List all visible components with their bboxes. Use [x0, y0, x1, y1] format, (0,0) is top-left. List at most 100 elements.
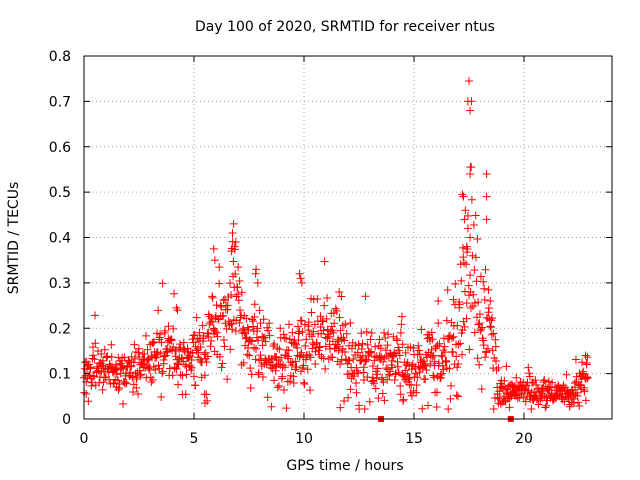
- data-point: [353, 348, 362, 357]
- data-point: [332, 306, 341, 315]
- data-point: [570, 399, 579, 408]
- data-point: [319, 326, 328, 335]
- data-point: [491, 342, 500, 351]
- data-point: [127, 352, 136, 361]
- data-point: [117, 359, 126, 368]
- grid-lines: [84, 56, 612, 419]
- data-point: [357, 356, 366, 365]
- data-point: [404, 375, 413, 384]
- data-point: [522, 381, 531, 390]
- data-point: [384, 330, 393, 339]
- data-point: [179, 338, 188, 347]
- data-point: [245, 351, 254, 360]
- data-point: [352, 388, 361, 397]
- y-tick-label: 0: [62, 412, 71, 428]
- data-point: [560, 397, 569, 406]
- data-point: [154, 361, 163, 370]
- data-point: [320, 257, 329, 266]
- data-point: [297, 278, 306, 287]
- data-point: [389, 332, 398, 341]
- x-axis-title: GPS time / hours: [286, 458, 403, 474]
- data-point: [569, 390, 578, 399]
- data-point: [449, 295, 458, 304]
- data-point: [454, 392, 462, 401]
- data-point: [428, 335, 437, 344]
- data-point: [460, 287, 469, 296]
- data-point: [481, 265, 490, 274]
- data-point: [319, 316, 328, 325]
- data-point: [340, 336, 349, 345]
- data-point: [280, 333, 289, 342]
- data-point: [284, 346, 293, 355]
- data-point: [281, 363, 290, 372]
- data-point: [325, 332, 334, 341]
- data-point: [170, 289, 179, 298]
- data-point: [430, 357, 439, 366]
- data-point: [399, 371, 408, 380]
- data-point: [344, 393, 353, 402]
- data-point: [466, 304, 475, 313]
- data-point: [442, 316, 451, 325]
- data-point: [270, 339, 279, 348]
- data-point: [173, 359, 182, 368]
- data-point: [89, 351, 98, 360]
- data-point: [565, 402, 574, 411]
- data-point: [396, 328, 405, 337]
- y-tick-label: 0.6: [49, 140, 71, 156]
- data-point: [240, 329, 249, 338]
- y-tick-label: 0.4: [49, 231, 71, 247]
- data-point: [458, 350, 467, 359]
- data-point: [475, 360, 484, 369]
- data-point: [464, 281, 473, 290]
- data-point: [335, 313, 344, 322]
- data-point: [134, 389, 143, 398]
- data-point: [432, 403, 441, 412]
- data-point: [291, 357, 300, 366]
- data-point: [477, 325, 486, 334]
- data-point: [84, 397, 93, 406]
- data-point: [381, 346, 390, 355]
- data-point: [233, 283, 242, 292]
- data-point: [449, 332, 458, 341]
- data-point: [218, 359, 227, 368]
- data-point: [260, 333, 269, 342]
- data-point: [107, 352, 116, 361]
- x-tick-label: 5: [190, 431, 199, 447]
- data-point: [457, 276, 466, 285]
- data-point: [282, 334, 291, 343]
- data-point: [207, 336, 216, 345]
- data-point: [286, 377, 295, 386]
- data-point: [405, 373, 414, 382]
- data-point: [179, 357, 188, 366]
- y-axis-title: SRMTID / TECUs: [6, 182, 22, 295]
- data-point: [117, 363, 126, 372]
- data-point: [323, 294, 332, 303]
- data-point: [481, 353, 490, 362]
- data-point: [383, 375, 392, 384]
- data-point: [324, 355, 333, 364]
- data-point: [581, 351, 590, 360]
- data-point: [459, 192, 468, 201]
- data-point: [273, 344, 282, 353]
- data-point: [579, 367, 588, 376]
- data-point: [337, 292, 346, 301]
- data-point: [571, 355, 580, 364]
- data-point: [199, 334, 208, 343]
- data-point: [426, 359, 435, 368]
- data-point: [158, 279, 167, 288]
- data-point: [583, 373, 592, 382]
- data-point: [388, 363, 397, 372]
- data-point: [299, 378, 308, 387]
- data-point: [219, 335, 228, 344]
- data-point: [434, 319, 443, 328]
- data-point: [439, 334, 448, 343]
- data-point: [492, 365, 501, 374]
- data-point: [242, 314, 251, 323]
- data-point: [379, 357, 388, 366]
- data-point: [505, 403, 514, 412]
- data-point: [196, 342, 205, 351]
- data-point: [378, 373, 387, 382]
- data-point: [297, 316, 306, 325]
- data-point: [487, 316, 496, 325]
- data-point: [435, 339, 444, 348]
